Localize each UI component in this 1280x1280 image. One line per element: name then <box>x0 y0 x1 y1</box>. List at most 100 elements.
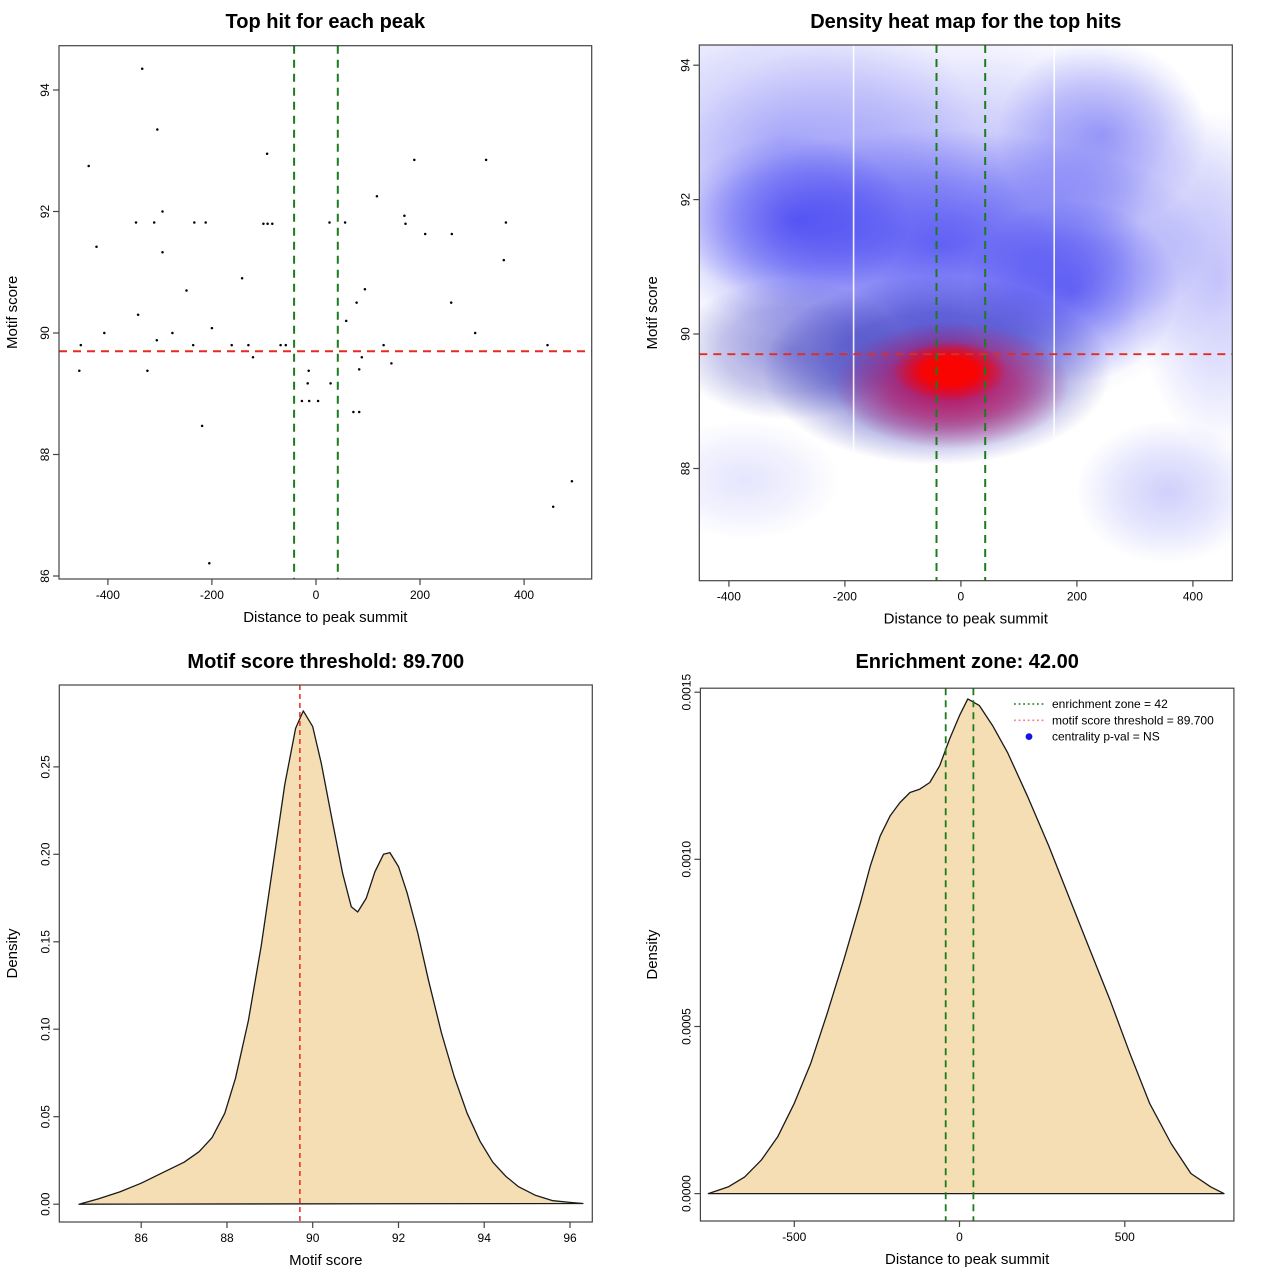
x-tick-label: 0 <box>958 590 965 604</box>
scatter-point <box>484 158 488 162</box>
scatter-point <box>328 221 331 224</box>
x-tick-label: -400 <box>96 588 120 602</box>
y-axis-title: Motif score <box>4 276 21 349</box>
legend: enrichment zone = 42 motif score threshol… <box>1014 697 1214 744</box>
y-axis-title: Motif score <box>644 276 661 349</box>
axes: 86 88 90 92 94 96 0.00 0.05 0.10 0.15 0.20 0.25 <box>38 755 577 1245</box>
y-axis-title: Density <box>644 929 661 980</box>
scatter-point <box>103 331 106 335</box>
y-tick-label: 0.0000 <box>679 1175 693 1212</box>
scatter-point <box>251 356 255 359</box>
x-tick-label: 88 <box>220 1231 234 1245</box>
scatter-point <box>193 221 196 224</box>
scatter-point <box>382 343 385 347</box>
scatter-point <box>300 399 304 403</box>
y-tick-label: 94 <box>678 58 692 72</box>
scatter-point <box>307 399 311 403</box>
x-tick-label: 92 <box>392 1231 406 1245</box>
scatter-point <box>306 382 309 385</box>
scatter-plot-svg: -400 -200 0 200 400 86 88 90 92 94 Top hit for eac… <box>4 11 593 626</box>
panel-motif-score-density: 86 88 90 92 94 96 0.00 0.05 0.10 0.15 0.20 0.25 Moti… <box>0 640 640 1280</box>
scatter-point <box>502 258 506 262</box>
scatter-point <box>413 158 416 162</box>
x-tick-label: 86 <box>135 1231 149 1245</box>
scatter-point <box>404 222 407 225</box>
scatter-point <box>78 369 81 372</box>
x-axis-title: Distance to peak summit <box>884 611 1049 628</box>
plot-frame <box>698 44 1233 582</box>
scatter-point <box>146 369 149 372</box>
scatter-point <box>357 368 361 371</box>
scatter-point <box>240 277 244 280</box>
x-axis-title: Distance to peak summit <box>885 1251 1050 1268</box>
axes: -400 -200 0 200 400 86 88 90 92 94 <box>38 83 534 602</box>
scatter-point <box>284 343 288 347</box>
x-axis-title: Motif score <box>289 1252 362 1269</box>
y-tick-label: 0.15 <box>38 930 52 954</box>
y-tick-label: 0.25 <box>38 755 52 779</box>
x-tick-label: 400 <box>514 588 534 602</box>
plot-frame <box>699 687 1235 1222</box>
panel-density-heatmap: -400 -200 0 200 400 88 90 92 94 Density heat map … <box>640 0 1280 640</box>
y-tick-label: 0.05 <box>38 1105 52 1129</box>
motif-score-density-svg: 86 88 90 92 94 96 0.00 0.05 0.10 0.15 0.20 0.25 Moti… <box>4 651 593 1269</box>
scatter-point <box>403 214 406 218</box>
scatter-point <box>316 399 320 403</box>
heatmap-svg: -400 -200 0 200 400 88 90 92 94 Density heat map … <box>644 11 1233 628</box>
y-tick-label: 0.10 <box>38 1017 52 1041</box>
x-tick-label: 500 <box>1115 1230 1135 1244</box>
y-tick-label: 0.00 <box>38 1192 52 1216</box>
scatter-point <box>307 369 310 372</box>
scatter-point <box>266 222 269 225</box>
panel-distance-density: -500 0 500 0.0000 0.0005 0.0010 0.0015 Enrichme… <box>640 640 1280 1280</box>
legend-label: motif score threshold = 89.700 <box>1052 713 1214 727</box>
scatter-point <box>152 221 156 224</box>
scatter-point <box>352 410 355 414</box>
panel-title: Enrichment zone: 42.00 <box>855 651 1078 673</box>
scatter-points <box>78 67 574 565</box>
scatter-point <box>200 424 204 428</box>
scatter-point <box>140 67 144 71</box>
x-axis-title: Distance to peak summit <box>243 609 408 626</box>
scatter-point <box>551 505 555 508</box>
scatter-point <box>87 164 90 168</box>
scatter-point <box>156 128 159 131</box>
scatter-point <box>155 339 159 342</box>
scatter-point <box>247 343 250 347</box>
x-tick-label: 200 <box>410 588 430 602</box>
legend-label: enrichment zone = 42 <box>1052 697 1168 711</box>
panel-title: Density heat map for the top hits <box>810 11 1121 33</box>
x-tick-label: 0 <box>313 588 320 602</box>
panel-title: Top hit for each peak <box>226 11 427 33</box>
heat-blob <box>1135 110 1233 450</box>
y-tick-label: 0.0015 <box>679 674 693 711</box>
scatter-point <box>161 250 164 254</box>
scatter-point <box>136 313 140 317</box>
y-tick-label: 88 <box>38 448 52 462</box>
y-tick-label: 0.20 <box>38 842 52 866</box>
y-tick-label: 0.0010 <box>679 841 693 878</box>
panel-title: Motif score threshold: 89.700 <box>187 651 464 673</box>
x-tick-label: -200 <box>200 588 224 602</box>
heat-blob <box>1075 420 1233 564</box>
scatter-point <box>208 561 211 565</box>
heat-blob <box>891 341 1008 402</box>
scatter-point <box>265 152 269 156</box>
scatter-point <box>375 195 379 198</box>
density-curve <box>707 698 1225 1195</box>
y-axis-title: Density <box>4 928 21 979</box>
y-tick-label: 88 <box>678 462 692 476</box>
y-tick-label: 90 <box>38 326 52 340</box>
plot-frame <box>58 684 593 1223</box>
scatter-point <box>343 221 347 224</box>
scatter-point <box>363 288 367 291</box>
y-tick-label: 90 <box>678 327 692 341</box>
scatter-point <box>450 232 454 236</box>
x-tick-label: 94 <box>478 1231 492 1245</box>
scatter-point <box>262 222 265 225</box>
scatter-point <box>185 289 188 292</box>
distance-density-svg: -500 0 500 0.0000 0.0005 0.0010 0.0015 Enrichme… <box>644 651 1235 1268</box>
scatter-point <box>357 410 361 414</box>
blue-dot-icon <box>1025 733 1033 740</box>
